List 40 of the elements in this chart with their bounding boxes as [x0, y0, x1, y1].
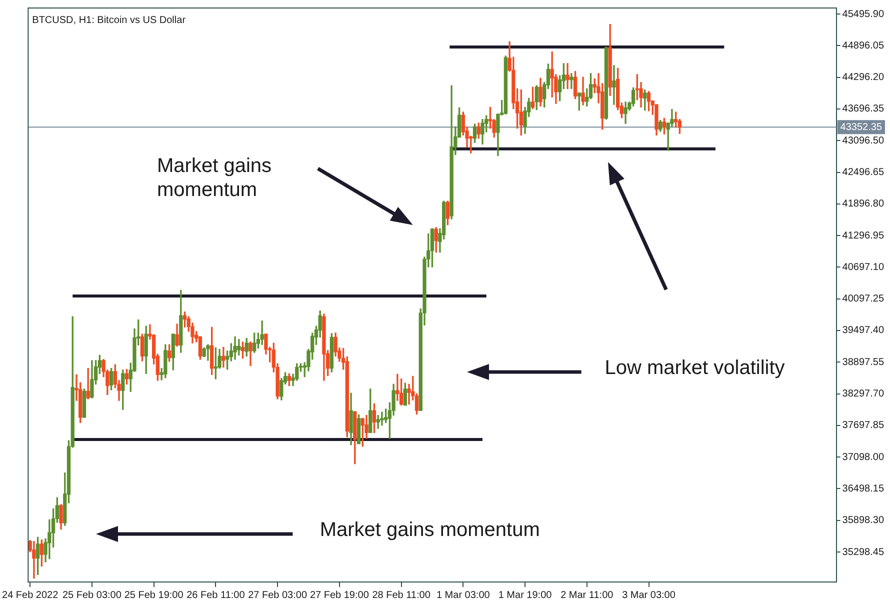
x-tick-label: 27 Feb 19:00 — [310, 590, 370, 601]
x-tick-label: 24 Feb 2022 — [2, 590, 59, 601]
candlestick — [570, 73, 574, 90]
x-tick-label: 2 Mar 11:00 — [560, 590, 614, 601]
candlestick — [612, 65, 616, 105]
y-tick-label: 43696.35 — [842, 104, 884, 115]
y-tick-label: 44296.20 — [842, 72, 884, 84]
y-tick-label: 37098.00 — [842, 452, 884, 463]
annotation: Market gains momentum — [157, 154, 272, 201]
y-tick-label: 36498.15 — [842, 483, 884, 494]
y-tick-label: 38297.70 — [842, 388, 884, 400]
annotation: Low market volatility — [604, 356, 785, 379]
y-tick-label: 45495.90 — [842, 8, 884, 20]
candlestick — [206, 344, 210, 361]
x-tick-label: 25 Feb 03:00 — [62, 590, 122, 601]
text: BTCUSD, H1: Bitcoin vs US Dollar — [32, 14, 186, 26]
x-tick-label: 1 Mar 19:00 — [498, 590, 552, 601]
y-tick-label: 37697.85 — [842, 420, 884, 432]
y-tick-label: 35298.45 — [842, 546, 884, 558]
y-tick-label: 35898.30 — [842, 515, 884, 526]
ref-line-label: 43352.35 — [840, 122, 882, 133]
y-tick-label: 42496.65 — [842, 167, 884, 178]
x-tick-label: 25 Feb 19:00 — [124, 590, 184, 601]
x-tick-label: 27 Feb 03:00 — [248, 590, 308, 601]
y-tick-label: 43096.50 — [842, 135, 884, 146]
y-tick-label: 39497.40 — [842, 325, 884, 336]
y-tick-label: 41896.80 — [842, 198, 884, 210]
y-tick-label: 41296.95 — [842, 230, 884, 242]
x-tick-label: 1 Mar 03:00 — [436, 590, 490, 601]
x-tick-label: 28 Feb 11:00 — [372, 590, 431, 601]
y-tick-label: 40097.25 — [842, 294, 884, 305]
candlestick — [32, 541, 36, 579]
y-tick-label: 38897.55 — [842, 356, 884, 368]
x-tick-label: 26 Feb 11:00 — [186, 590, 246, 601]
y-tick-label: 40697.10 — [842, 262, 884, 273]
x-tick-label: 3 Mar 03:00 — [622, 590, 676, 601]
annotation: Market gains momentum — [320, 519, 540, 542]
candlestick — [380, 412, 384, 426]
y-tick-label: 44896.05 — [842, 40, 884, 52]
candlestick — [566, 63, 570, 90]
